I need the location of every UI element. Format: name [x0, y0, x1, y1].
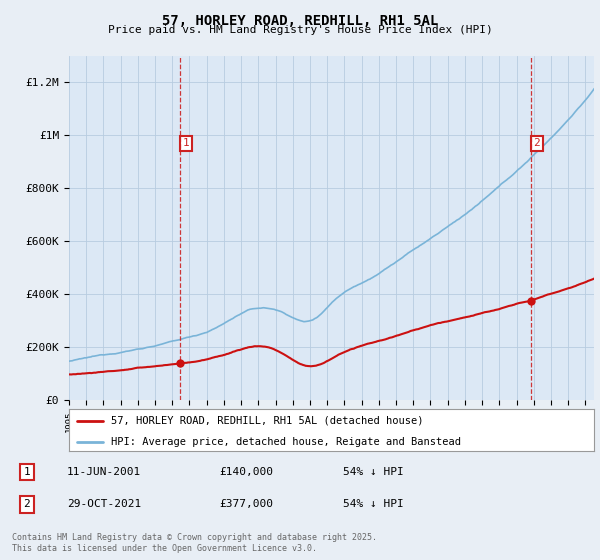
Text: 29-OCT-2021: 29-OCT-2021: [67, 500, 141, 509]
Text: 1: 1: [23, 467, 30, 477]
Text: 57, HORLEY ROAD, REDHILL, RH1 5AL (detached house): 57, HORLEY ROAD, REDHILL, RH1 5AL (detac…: [111, 416, 424, 426]
Text: 54% ↓ HPI: 54% ↓ HPI: [343, 467, 404, 477]
Text: £140,000: £140,000: [220, 467, 274, 477]
Text: 1: 1: [182, 138, 189, 148]
Text: Contains HM Land Registry data © Crown copyright and database right 2025.
This d: Contains HM Land Registry data © Crown c…: [12, 533, 377, 553]
Text: HPI: Average price, detached house, Reigate and Banstead: HPI: Average price, detached house, Reig…: [111, 437, 461, 446]
Text: 11-JUN-2001: 11-JUN-2001: [67, 467, 141, 477]
Text: 57, HORLEY ROAD, REDHILL, RH1 5AL: 57, HORLEY ROAD, REDHILL, RH1 5AL: [162, 14, 438, 28]
Text: 2: 2: [533, 138, 540, 148]
Text: 54% ↓ HPI: 54% ↓ HPI: [343, 500, 404, 509]
Text: 2: 2: [23, 500, 30, 509]
Text: Price paid vs. HM Land Registry's House Price Index (HPI): Price paid vs. HM Land Registry's House …: [107, 25, 493, 35]
Text: £377,000: £377,000: [220, 500, 274, 509]
